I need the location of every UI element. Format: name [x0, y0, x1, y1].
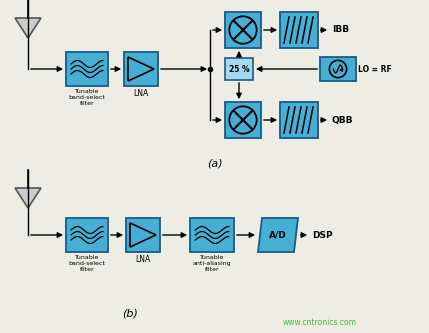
Bar	[124, 52, 158, 86]
Polygon shape	[15, 18, 41, 38]
Text: www.cntronics.com: www.cntronics.com	[283, 318, 357, 327]
Text: LNA: LNA	[136, 255, 151, 264]
Bar	[190, 218, 234, 252]
Bar	[280, 12, 318, 48]
Text: DSP: DSP	[312, 230, 332, 239]
Text: Tunable
anti-aliasing
filter: Tunable anti-aliasing filter	[193, 255, 231, 272]
Polygon shape	[15, 188, 41, 208]
Bar	[66, 52, 108, 86]
Bar	[225, 58, 253, 80]
Text: Tunable
band-select
filter: Tunable band-select filter	[69, 89, 106, 106]
Polygon shape	[258, 218, 298, 252]
Text: A/D: A/D	[269, 230, 287, 239]
Bar	[280, 102, 318, 138]
Bar	[66, 218, 108, 252]
Text: 25 %: 25 %	[229, 65, 249, 74]
Bar	[320, 57, 356, 81]
Text: Tunable
band-select
filter: Tunable band-select filter	[69, 255, 106, 272]
Bar	[225, 12, 261, 48]
Bar	[126, 218, 160, 252]
Text: (a): (a)	[207, 158, 223, 168]
Text: IBB: IBB	[332, 26, 349, 35]
Bar	[225, 102, 261, 138]
Text: QBB: QBB	[332, 116, 353, 125]
Text: LNA: LNA	[133, 89, 148, 98]
Text: (b): (b)	[122, 308, 138, 318]
Text: LO = RF: LO = RF	[358, 65, 392, 74]
